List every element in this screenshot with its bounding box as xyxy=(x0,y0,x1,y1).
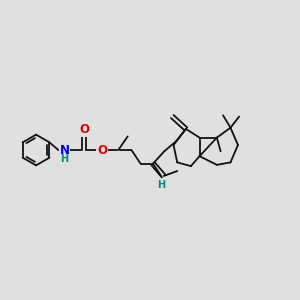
Text: O: O xyxy=(98,143,107,157)
Text: H: H xyxy=(61,154,69,164)
Text: O: O xyxy=(80,123,89,136)
Text: N: N xyxy=(59,143,70,157)
Text: H: H xyxy=(157,180,165,190)
